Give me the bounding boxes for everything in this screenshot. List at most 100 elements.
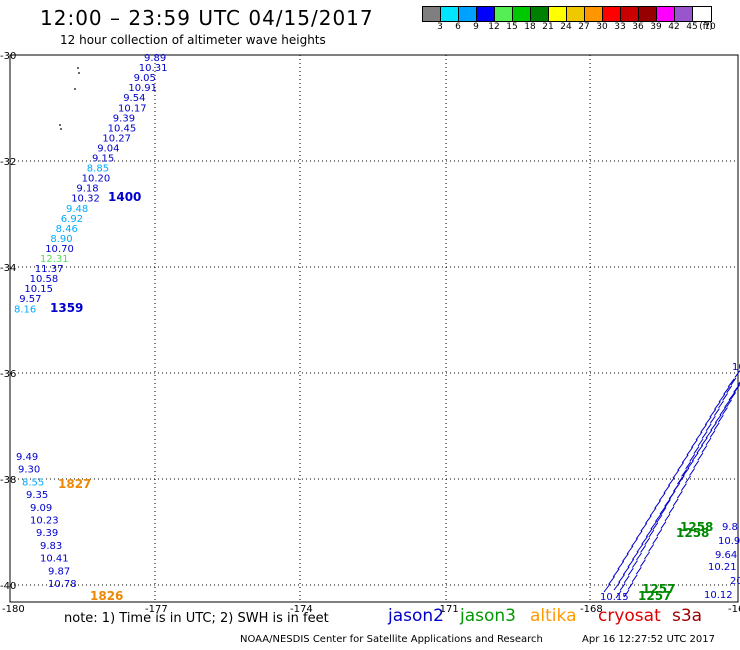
track-mark	[627, 567, 634, 576]
track-mark	[672, 469, 680, 479]
colorbar-swatch	[693, 7, 711, 21]
lon-tick-label: -174	[290, 604, 313, 615]
swh-value: 9.30	[18, 465, 40, 476]
track-dot	[78, 72, 80, 74]
track-mark	[701, 431, 708, 439]
track-mark	[713, 408, 720, 416]
track-mark	[603, 583, 611, 593]
track-mark	[678, 475, 685, 484]
track-mark	[672, 498, 679, 507]
swh-value: 10.41	[40, 554, 69, 565]
swh-value: 8.46	[56, 224, 78, 235]
colorbar-label: 18	[524, 22, 536, 32]
legend-s3a: s3a	[672, 606, 703, 626]
track-mark	[714, 414, 722, 424]
track-mark	[668, 491, 675, 500]
colorbar-label: 15	[506, 22, 518, 32]
track-mark	[730, 392, 737, 400]
swh-value: 10.9	[718, 536, 740, 547]
colorbar-swatch	[657, 7, 675, 21]
lat-tick-label: -32	[0, 157, 16, 168]
track-mark	[664, 513, 671, 522]
track-mark	[648, 544, 655, 552]
generated-timestamp: Apr 16 12:27:52 UTC 2017	[582, 634, 715, 645]
track-mark	[701, 445, 708, 453]
track-mark	[697, 452, 704, 461]
track-mark	[691, 452, 699, 462]
swh-value: 6.92	[61, 214, 83, 225]
track-mark	[721, 407, 728, 415]
colorbar-swatch	[513, 7, 531, 21]
track-mark	[681, 454, 689, 464]
track-mark	[726, 385, 733, 394]
lon-tick-label: -16	[728, 604, 740, 615]
track-mark	[660, 507, 667, 515]
time-label: 1258	[680, 520, 713, 534]
track-mark	[672, 484, 679, 492]
chart-title: 12:00 – 23:59 UTC 04/15/2017	[40, 6, 374, 30]
track-mark	[641, 536, 648, 545]
swh-value: 9.39	[36, 528, 58, 539]
swh-value: 8.90	[50, 234, 72, 245]
track-mark	[705, 423, 712, 432]
track-dot	[74, 88, 76, 90]
track-mark	[650, 520, 658, 530]
track-mark	[649, 507, 657, 517]
time-label: 1257	[638, 589, 671, 603]
axis-ticks: -180 -177 -174 -171 -168 -16 -30 -32 -34 -36 -38 -4…	[0, 51, 740, 615]
track-mark	[623, 575, 630, 584]
lat-tick-label: -36	[0, 369, 16, 380]
track-mark	[654, 500, 661, 509]
lon-tick-label: -180	[2, 604, 25, 615]
swh-value: 8.85	[87, 164, 109, 175]
track-mark	[632, 551, 639, 560]
swh-value: 10.27	[102, 133, 131, 144]
track-mark	[658, 492, 666, 502]
lon-tick-label: -171	[436, 604, 459, 615]
track-mark	[723, 386, 730, 395]
track-mark	[618, 574, 625, 583]
swh-value: 10.91	[128, 83, 157, 94]
swh-value: 10.23	[30, 516, 59, 527]
track-mark	[710, 422, 717, 431]
track-mark	[687, 460, 694, 469]
track-mark	[636, 543, 644, 553]
swh-value: 9.87	[48, 566, 70, 577]
track-mark	[655, 513, 662, 522]
swh-value: 12.31	[40, 254, 69, 265]
track-mark	[652, 522, 659, 530]
track-mark	[631, 538, 638, 547]
track-mark	[685, 461, 692, 470]
colorbar-label: (ft)	[699, 22, 713, 32]
track-mark	[645, 528, 653, 538]
track-mark	[615, 590, 622, 599]
track-mark	[676, 490, 683, 499]
lon-tick-label: -168	[580, 604, 603, 615]
footnote: note: 1) Time is in UTC; 2) SWH is in fe…	[64, 611, 329, 626]
swh-value: 9.48	[66, 204, 88, 215]
colorbar-swatch	[567, 7, 585, 21]
colorbar-swatch	[477, 7, 495, 21]
swh-value: 9.89	[144, 53, 166, 64]
track-mark	[734, 384, 740, 393]
swh-value: 10.21	[708, 562, 737, 573]
track-mark	[722, 393, 729, 401]
track-dot	[77, 67, 79, 69]
track-mark	[645, 515, 652, 524]
swh-value: 9.15	[92, 154, 114, 165]
track-mark	[619, 583, 626, 591]
track-mark	[652, 536, 659, 545]
legend-cryosat: cryosat	[598, 606, 661, 626]
swh-value: 9.8	[722, 522, 738, 533]
track-mark	[704, 416, 712, 426]
colorbar-swatch	[639, 7, 657, 21]
track-mark	[635, 530, 643, 540]
track-mark	[617, 560, 625, 570]
track-mark	[636, 552, 642, 561]
swh-value: 9.57	[19, 294, 41, 305]
swh-value: 9.18	[76, 184, 98, 195]
time-label: 1359	[50, 301, 83, 315]
track-mark	[663, 484, 671, 494]
track-mark	[608, 576, 615, 585]
